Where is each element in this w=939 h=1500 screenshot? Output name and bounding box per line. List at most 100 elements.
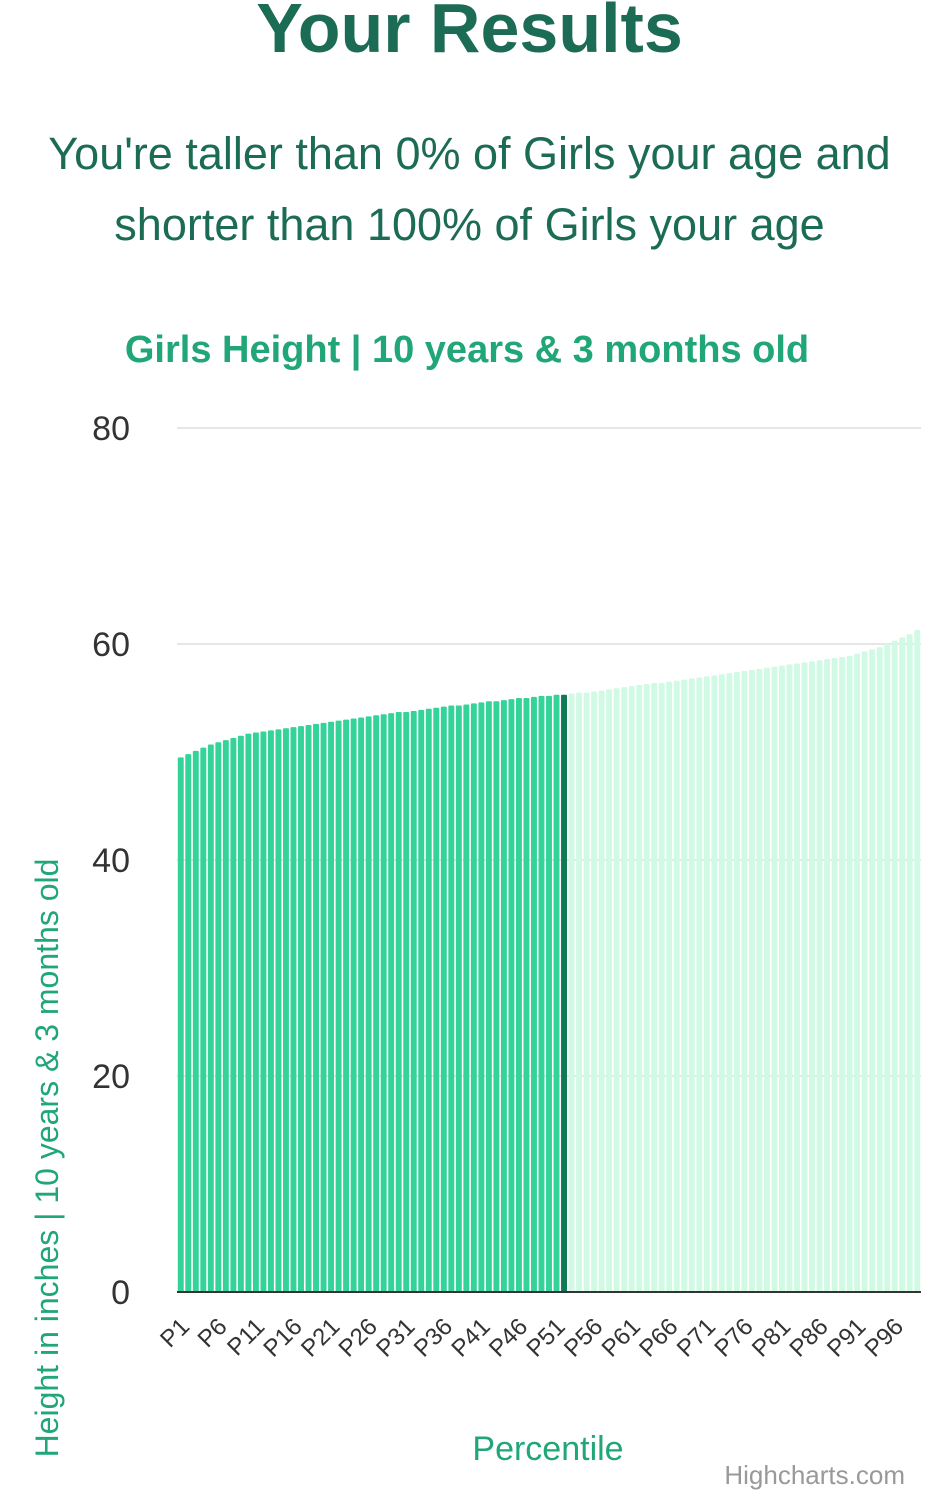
bar-p26[interactable] bbox=[365, 716, 372, 1292]
bar-p65[interactable] bbox=[658, 682, 665, 1292]
bar-p53[interactable] bbox=[568, 693, 575, 1292]
bar-p50[interactable] bbox=[546, 695, 552, 1292]
bar-p59[interactable] bbox=[613, 688, 620, 1292]
highcharts-credits-link[interactable]: Highcharts.com bbox=[724, 1460, 905, 1490]
bar-p14[interactable] bbox=[275, 729, 282, 1292]
bar-p80[interactable] bbox=[771, 666, 778, 1292]
bar-p15[interactable] bbox=[283, 728, 289, 1292]
bar-p87[interactable] bbox=[824, 659, 831, 1292]
bar-p31[interactable] bbox=[403, 712, 410, 1292]
bar-p29[interactable] bbox=[388, 713, 395, 1292]
bar-p88[interactable] bbox=[831, 658, 838, 1292]
bar-p96[interactable] bbox=[891, 640, 898, 1292]
bar-p48[interactable] bbox=[531, 696, 537, 1292]
bar-p67[interactable] bbox=[673, 680, 680, 1292]
bar-p30[interactable] bbox=[395, 712, 402, 1292]
bar-p97[interactable] bbox=[899, 637, 906, 1292]
bar-p94[interactable] bbox=[876, 647, 883, 1292]
bar-p6[interactable] bbox=[215, 742, 222, 1292]
bar-p81[interactable] bbox=[779, 665, 785, 1292]
bar-p24[interactable] bbox=[350, 718, 357, 1292]
bar-p39[interactable] bbox=[463, 704, 470, 1292]
bar-p52[interactable] bbox=[561, 694, 567, 1292]
bar-p19[interactable] bbox=[313, 723, 319, 1292]
bar-p66[interactable] bbox=[666, 681, 673, 1292]
bar-p74[interactable] bbox=[726, 673, 733, 1292]
bar-p36[interactable] bbox=[440, 706, 447, 1292]
bar-p45[interactable] bbox=[508, 699, 515, 1292]
bar-p28[interactable] bbox=[380, 714, 387, 1292]
bar-p8[interactable] bbox=[230, 737, 237, 1292]
bar-p46[interactable] bbox=[515, 698, 522, 1292]
bar-p99[interactable] bbox=[914, 629, 921, 1292]
bar-p93[interactable] bbox=[869, 649, 876, 1292]
bar-p5[interactable] bbox=[207, 744, 214, 1292]
bar-p21[interactable] bbox=[328, 721, 335, 1292]
bar-p57[interactable] bbox=[598, 690, 605, 1292]
bar-p47[interactable] bbox=[523, 698, 530, 1292]
bar-p11[interactable] bbox=[252, 732, 259, 1292]
bar-p72[interactable] bbox=[711, 675, 718, 1292]
bar-p2[interactable] bbox=[185, 754, 192, 1292]
bar-p71[interactable] bbox=[703, 676, 710, 1292]
bar-p61[interactable] bbox=[628, 686, 635, 1292]
bar-p1[interactable] bbox=[177, 757, 184, 1292]
bar-p86[interactable] bbox=[816, 660, 823, 1292]
bar-p9[interactable] bbox=[237, 735, 244, 1292]
bar-p90[interactable] bbox=[846, 655, 853, 1292]
bar-p54[interactable] bbox=[576, 692, 583, 1292]
bar-p20[interactable] bbox=[320, 722, 327, 1292]
bar-p7[interactable] bbox=[222, 740, 229, 1292]
bar-p4[interactable] bbox=[200, 747, 207, 1292]
bar-p41[interactable] bbox=[478, 702, 485, 1292]
bar-p68[interactable] bbox=[681, 679, 688, 1292]
bar-p70[interactable] bbox=[696, 677, 703, 1292]
bar-p51[interactable] bbox=[553, 694, 560, 1292]
bar-p83[interactable] bbox=[794, 663, 800, 1292]
bar-p95[interactable] bbox=[884, 644, 891, 1292]
bar-p63[interactable] bbox=[643, 683, 650, 1292]
bar-p60[interactable] bbox=[621, 687, 628, 1292]
bar-p25[interactable] bbox=[358, 717, 365, 1292]
bar-p92[interactable] bbox=[861, 651, 868, 1292]
bar-p91[interactable] bbox=[854, 653, 861, 1292]
bar-p40[interactable] bbox=[470, 703, 477, 1292]
bar-p44[interactable] bbox=[500, 700, 507, 1292]
bar-p76[interactable] bbox=[741, 671, 748, 1292]
bar-p85[interactable] bbox=[809, 661, 815, 1292]
bar-p10[interactable] bbox=[245, 733, 252, 1292]
bar-p49[interactable] bbox=[538, 695, 545, 1292]
bar-p79[interactable] bbox=[763, 667, 770, 1292]
bar-p58[interactable] bbox=[606, 689, 613, 1292]
bar-p22[interactable] bbox=[335, 720, 342, 1292]
bar-p17[interactable] bbox=[298, 726, 304, 1292]
bar-p78[interactable] bbox=[756, 668, 763, 1292]
bar-p13[interactable] bbox=[267, 730, 274, 1292]
bar-p56[interactable] bbox=[591, 691, 598, 1292]
bar-p82[interactable] bbox=[786, 664, 793, 1292]
bar-p75[interactable] bbox=[733, 672, 740, 1292]
bar-p23[interactable] bbox=[343, 719, 350, 1292]
bar-p12[interactable] bbox=[260, 731, 267, 1292]
bar-p37[interactable] bbox=[448, 705, 455, 1292]
bar-p73[interactable] bbox=[718, 674, 725, 1292]
bar-p64[interactable] bbox=[651, 682, 658, 1292]
bar-p27[interactable] bbox=[373, 715, 380, 1292]
bar-p98[interactable] bbox=[906, 634, 913, 1292]
bar-p33[interactable] bbox=[418, 709, 425, 1292]
bar-p38[interactable] bbox=[455, 705, 462, 1292]
bar-p18[interactable] bbox=[305, 725, 312, 1292]
bar-p43[interactable] bbox=[493, 701, 500, 1292]
bar-p69[interactable] bbox=[688, 678, 695, 1292]
bar-p55[interactable] bbox=[583, 692, 590, 1292]
bar-p34[interactable] bbox=[425, 708, 432, 1292]
bar-p84[interactable] bbox=[801, 662, 808, 1292]
bar-p89[interactable] bbox=[839, 656, 846, 1292]
bar-p32[interactable] bbox=[410, 710, 417, 1292]
bar-p16[interactable] bbox=[290, 727, 297, 1292]
bar-p3[interactable] bbox=[192, 750, 199, 1292]
bar-p62[interactable] bbox=[636, 685, 643, 1292]
bar-p77[interactable] bbox=[748, 669, 755, 1292]
bar-p42[interactable] bbox=[485, 701, 492, 1292]
bar-p35[interactable] bbox=[433, 707, 440, 1292]
